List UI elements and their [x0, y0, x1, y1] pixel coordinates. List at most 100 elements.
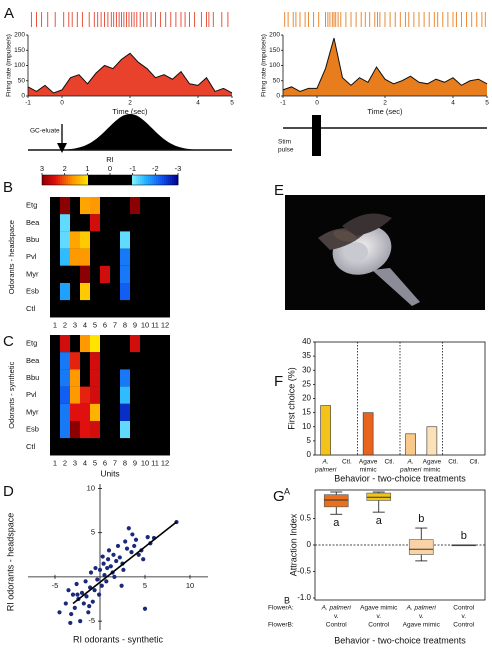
- colorbar-cell: [124, 175, 127, 185]
- heatmap-cell: [130, 335, 140, 353]
- box: [366, 492, 392, 501]
- heatmap-cell: [90, 248, 100, 266]
- point: [72, 605, 77, 610]
- heatmap-cell: [70, 352, 80, 370]
- point: [83, 579, 88, 584]
- rate-area: [283, 38, 487, 96]
- heatmap-cell: [90, 300, 100, 318]
- point: [79, 590, 85, 595]
- colorbar-cell: [52, 175, 55, 185]
- colorbar-cell: [60, 175, 63, 185]
- heatmap-cell: [60, 421, 70, 439]
- colorbar-tick-label: -3: [175, 164, 182, 173]
- y-tick-label: 35: [302, 351, 311, 360]
- heatmap-cell: [110, 335, 120, 353]
- y-tick-label: -1.0: [297, 593, 311, 602]
- heatmap-cell: [140, 214, 150, 232]
- heatmap-cell: [110, 421, 120, 439]
- heatmap-cell: [160, 386, 170, 404]
- x-tick-label: mimic: [360, 467, 378, 474]
- heatmap-cell: [60, 214, 70, 232]
- photo-stem: [372, 268, 420, 306]
- heatmap-cell: [120, 438, 130, 456]
- heatmap-cell: [160, 335, 170, 353]
- heatmap-cell: [100, 300, 110, 318]
- heatmap-cell: [70, 386, 80, 404]
- stimulus-label: pulse: [278, 147, 294, 154]
- column-label: 8: [123, 458, 127, 467]
- rate-line: [27, 52, 233, 94]
- heatmap-cell: [120, 403, 130, 421]
- column-label: 2: [63, 458, 67, 467]
- heatmap-cell: [120, 214, 130, 232]
- column-label: 9: [133, 458, 137, 467]
- heatmap-cell: [100, 352, 110, 370]
- column-label: 1: [53, 458, 57, 467]
- heatmap-cell: [150, 352, 160, 370]
- heatmap-cell: [130, 265, 140, 283]
- heatmap-cell: [140, 248, 150, 266]
- row-label: Etg: [26, 201, 37, 210]
- point: [84, 594, 89, 599]
- row-label: FlowerB:: [268, 622, 294, 629]
- heatmap-cell: [80, 403, 90, 421]
- x-tick-label: mimic: [423, 467, 441, 474]
- heatmap-cell: [80, 352, 90, 370]
- y-tick-label: 40: [302, 337, 311, 346]
- point: [130, 532, 135, 537]
- heatmap-cell: [160, 231, 170, 249]
- heatmap-cell: [140, 421, 150, 439]
- panel-letter: E: [274, 182, 284, 199]
- column-label: 12: [161, 458, 169, 467]
- x-tick-label: 2: [383, 100, 387, 107]
- heatmap-cell: [100, 214, 110, 232]
- y-tick-label: 100: [14, 62, 25, 69]
- row-label: FlowerA:: [268, 605, 294, 612]
- heatmap-cell: [100, 438, 110, 456]
- heatmap-cell: [90, 335, 100, 353]
- heatmap-cell: [130, 421, 140, 439]
- heatmap-cell: [140, 403, 150, 421]
- group-label: v.: [334, 613, 339, 620]
- y-tick-label: 5: [307, 436, 312, 445]
- group-label: v.: [419, 613, 424, 620]
- y-tick-label: 25: [302, 379, 311, 388]
- heatmap-cell: [60, 197, 70, 215]
- x-axis-label: Time (sec): [367, 107, 403, 116]
- heatmap-cell: [130, 248, 140, 266]
- column-label: 3: [73, 320, 77, 329]
- y-tick-label: 200: [269, 32, 280, 39]
- heatmap-cell: [80, 231, 90, 249]
- x-tick-label: 2: [128, 100, 132, 107]
- colorbar-cell: [146, 175, 149, 185]
- heatmap-cell: [120, 335, 130, 353]
- heatmap-cell: [120, 300, 130, 318]
- photo-flower-throat: [344, 242, 368, 262]
- heatmap-cell: [80, 265, 90, 283]
- point: [100, 554, 105, 559]
- heatmap-cell: [70, 231, 80, 249]
- heatmap-cell: [130, 386, 140, 404]
- heatmap-cell: [60, 283, 70, 301]
- colorbar-cell: [126, 175, 129, 185]
- colorbar-cell: [150, 175, 153, 185]
- colorbar-cell: [144, 175, 147, 185]
- point: [75, 592, 80, 597]
- column-label: 3: [73, 458, 77, 467]
- point: [87, 604, 92, 609]
- heatmap-cell: [100, 403, 110, 421]
- point: [63, 601, 68, 606]
- y-axis-label: RI odorants - headspace: [5, 513, 15, 612]
- heatmap-cell: [100, 421, 110, 439]
- colorbar-cell: [72, 175, 75, 185]
- heatmap-cell: [120, 386, 130, 404]
- heatmap-cell: [130, 214, 140, 232]
- heatmap-cell: [120, 352, 130, 370]
- column-label: 1: [53, 320, 57, 329]
- heatmap-cell: [130, 438, 140, 456]
- y-tick-label: 50: [18, 77, 26, 84]
- colorbar-cell: [98, 175, 101, 185]
- heatmap-cell: [110, 197, 120, 215]
- heatmap-cell: [120, 421, 130, 439]
- y-axis-label: First choice (%): [286, 367, 296, 430]
